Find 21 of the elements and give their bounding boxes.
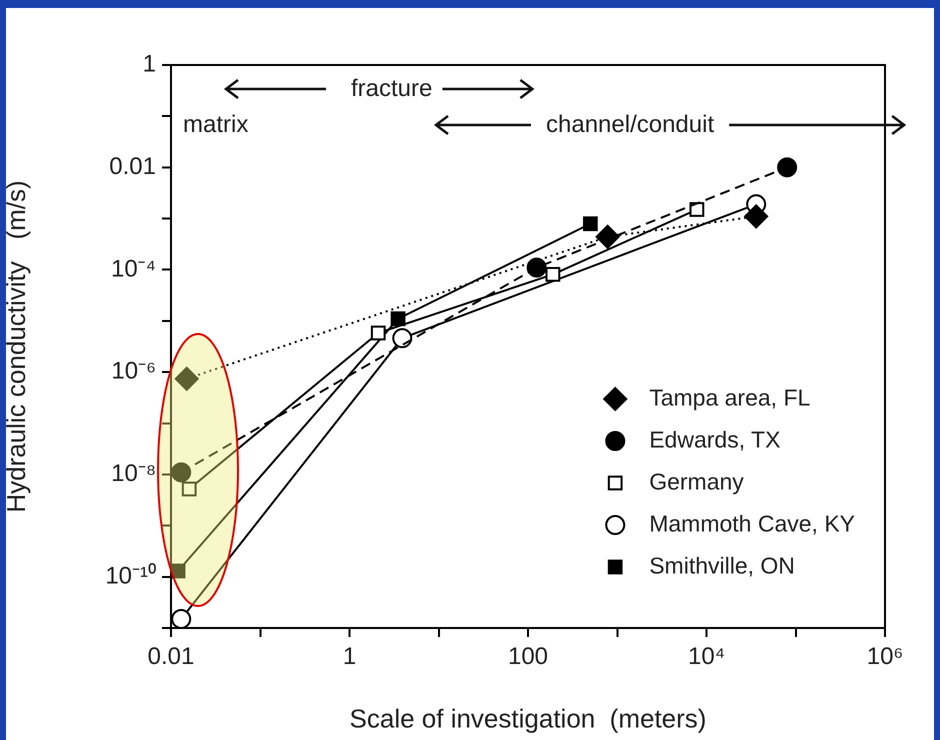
y-tick-label: 10⁻⁶ [111,358,156,385]
y-tick-label: 10⁻⁸ [111,460,156,488]
legend-label: Germany [649,468,744,494]
x-tick-label: 10⁶ [866,643,904,670]
y-axis-title: Hydraulic conductivity (m/s) [0,180,31,513]
y-tick-label: 10⁻¹⁰ [105,562,156,590]
x-tick-label: 10⁴ [688,643,726,670]
y-tick-label: 0.01 [109,152,156,180]
x-axis-title: Scale of investigation (meters) [350,704,706,734]
annotation: matrix [183,111,248,138]
legend-label: Tampa area, FL [649,384,810,410]
legend-label: Smithville, ON [649,552,795,578]
x-tick-label: 1 [342,643,356,670]
x-tick-label: 0.01 [148,643,194,670]
y-tick-label: 1 [142,50,156,78]
annotation: channel/conduit [546,111,714,138]
y-tick-label: 10⁻⁴ [110,255,156,282]
annotation: fracture [351,75,432,102]
legend-label: Mammoth Cave, KY [649,510,856,536]
x-tick-label: 100 [508,643,548,670]
legend-label: Edwards, TX [649,426,780,452]
